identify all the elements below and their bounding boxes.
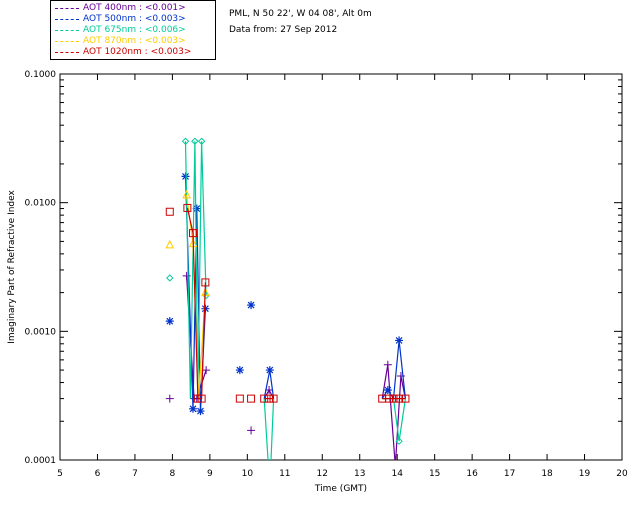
x-tick-label: 14 [391,469,403,479]
plot-frame [59,73,623,461]
data-point-star [395,336,404,345]
data-point-square [183,203,192,212]
y-tick-label: 0.1000 [25,70,57,80]
date-info: Data from: 27 Sep 2012 [229,25,338,35]
data-point-square [201,278,210,287]
data-point-star [189,404,198,413]
data-point-plus [383,360,392,369]
data-point-diamond [181,137,190,145]
data-point-star [201,304,210,313]
data-point-plus [396,371,405,380]
data-point-star [265,366,274,375]
y-axis-label: Imaginary Part of Refractive Index [7,189,17,343]
data-point-star [192,204,201,213]
legend: AOT 400nm : <0.001> AOT 500nm : <0.003> … [50,0,216,60]
data-point-plus [182,271,191,280]
series-line-0 [381,364,406,460]
data-point-triangle [182,189,191,199]
legend-line-870nm [55,41,79,42]
data-point-star [383,385,392,394]
series-line-2 [382,398,406,442]
data-point-square [395,394,404,403]
data-point-square [389,394,398,403]
x-tick-label: 15 [429,469,440,479]
data-point-plus [202,366,211,375]
y-tick-label: 0.0010 [25,327,57,337]
legend-item-870nm: AOT 870nm : <0.003> [53,36,213,47]
y-tick-label: 0.0001 [25,456,57,466]
data-point-star [181,172,190,181]
series-line-2 [263,398,275,460]
legend-label-1020nm: AOT 1020nm : <0.003> [83,47,192,57]
data-point-diamond [197,137,206,145]
legend-line-1020nm [55,52,79,53]
data-point-square [247,394,256,403]
x-tick-label: 6 [95,469,101,479]
data-point-diamond [267,486,273,492]
data-point-triangle [165,239,175,249]
data-point-star [247,301,256,310]
x-tick-label: 16 [466,469,478,479]
x-axis-label: Time (GMT) [314,484,367,494]
legend-item-400nm: AOT 400nm : <0.001> [53,3,213,14]
series-line-2 [184,141,207,399]
x-tick-label: 19 [579,469,591,479]
data-point-square [165,207,174,216]
data-point-square [401,394,410,403]
legend-item-1020nm: AOT 1020nm : <0.003> [53,47,213,58]
legend-line-400nm [55,8,79,9]
data-point-square [384,394,393,403]
data-point-plus [165,394,174,403]
data-point-star [235,366,244,375]
x-tick-label: 10 [242,469,254,479]
legend-label-675nm: AOT 675nm : <0.006> [83,25,186,35]
legend-item-675nm: AOT 675nm : <0.006> [53,25,213,36]
x-tick-label: 11 [279,469,290,479]
data-point-diamond [191,137,199,145]
series-line-1 [263,369,275,399]
data-point-plus [247,426,256,435]
x-tick-label: 20 [616,469,628,479]
x-tick-label: 5 [57,469,63,479]
legend-label-400nm: AOT 400nm : <0.001> [83,3,186,13]
x-tick-label: 13 [354,469,365,479]
data-point-square [260,394,269,403]
y-tick-label: 0.0100 [25,199,57,209]
data-point-star [165,317,174,326]
data-point-square [197,394,206,403]
site-info: PML, N 50 22', W 04 08', Alt 0m [229,9,372,19]
data-point-star [196,407,205,416]
data-point-square [265,394,274,403]
data-point-square [235,394,244,403]
legend-item-500nm: AOT 500nm : <0.003> [53,14,213,25]
data-point-square [269,394,278,403]
data-point-diamond [166,274,174,282]
x-tick-label: 17 [504,469,515,479]
legend-label-870nm: AOT 870nm : <0.003> [83,36,186,46]
legend-line-675nm [55,30,79,31]
x-tick-label: 18 [541,469,553,479]
x-tick-label: 7 [132,469,138,479]
x-tick-label: 8 [170,469,176,479]
series-group [165,137,410,492]
legend-label-500nm: AOT 500nm : <0.003> [83,14,186,24]
data-point-square [189,229,198,238]
x-tick-label: 9 [207,469,213,479]
legend-line-500nm [55,19,79,20]
x-tick-label: 12 [317,469,328,479]
data-point-diamond [395,437,403,445]
